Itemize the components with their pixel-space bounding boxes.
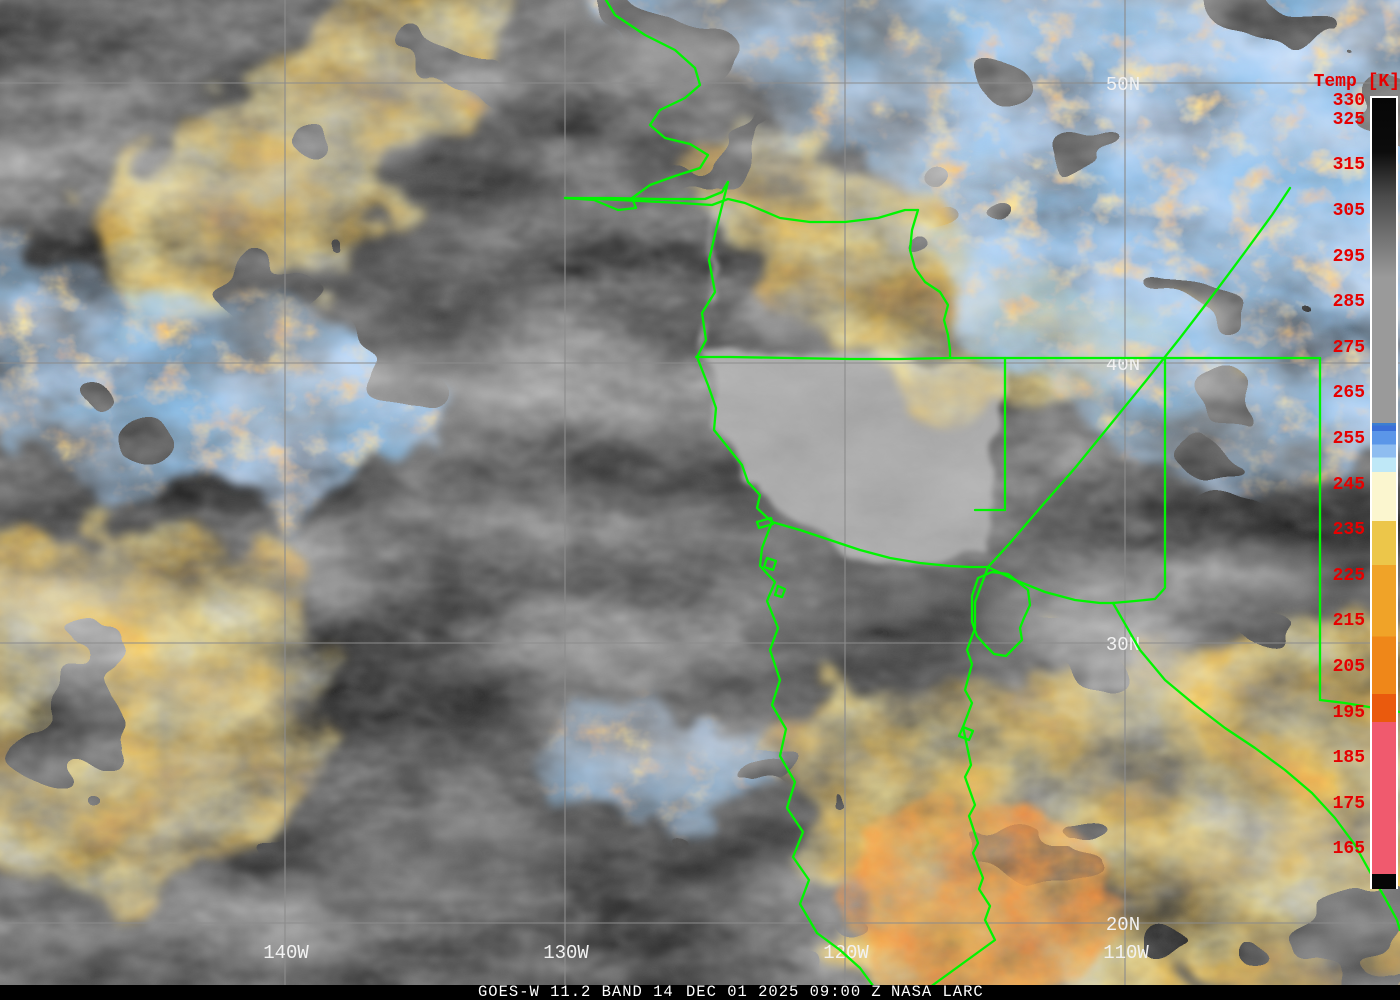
svg-text:NASA LARC: NASA LARC: [891, 983, 984, 1000]
svg-text:GOES-W 11.2 BAND 14: GOES-W 11.2 BAND 14: [478, 983, 674, 1000]
svg-text:DEC 01 2025 09:00 Z: DEC 01 2025 09:00 Z: [686, 983, 882, 1000]
